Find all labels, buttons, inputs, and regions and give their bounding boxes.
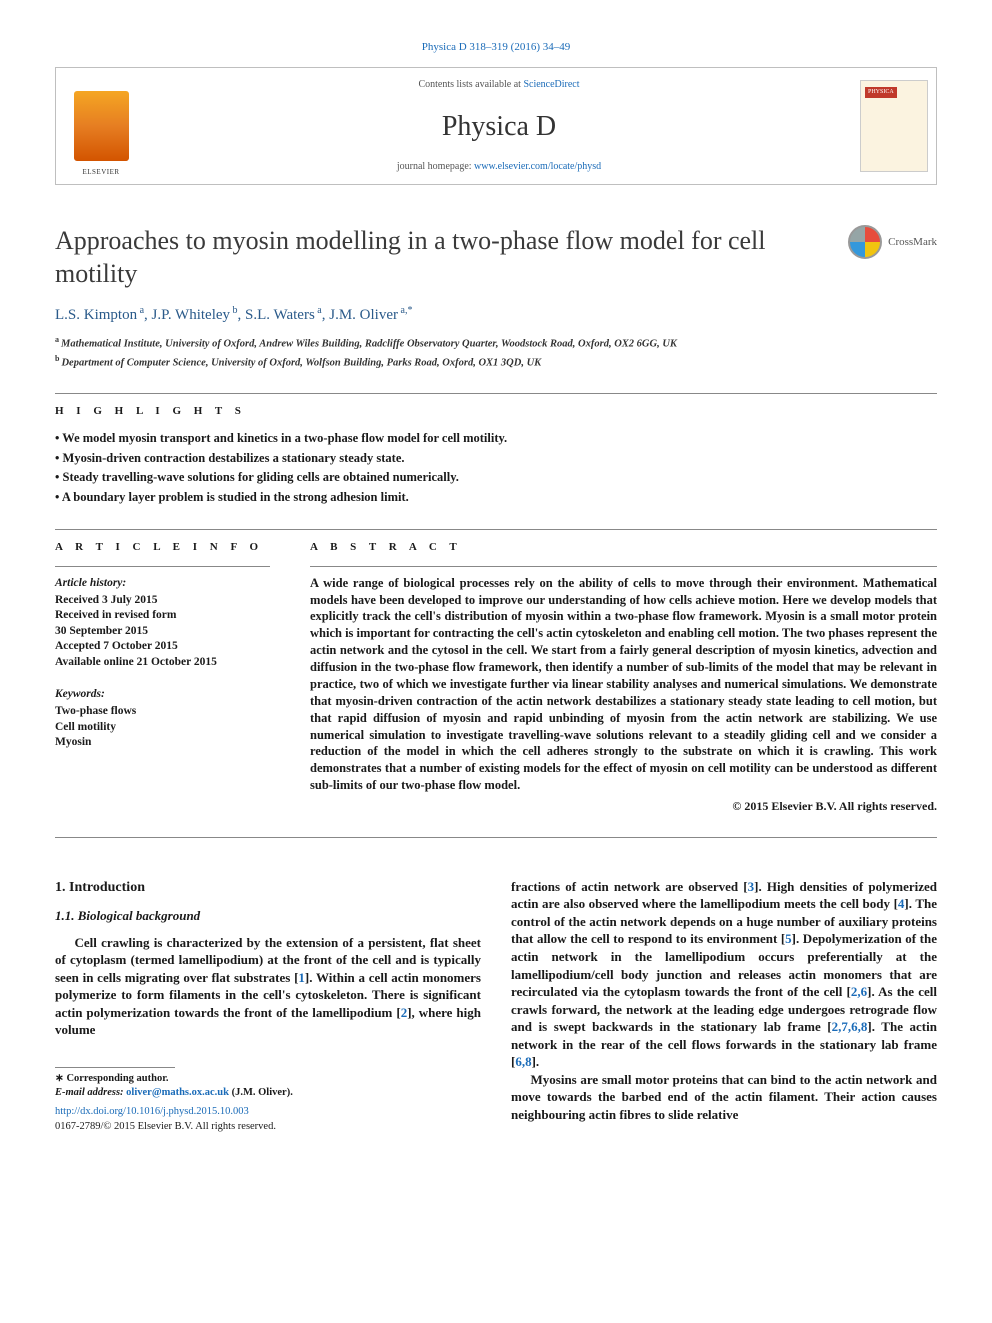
homepage-prefix: journal homepage: (397, 161, 474, 172)
corresponding-label: Corresponding author. (66, 1073, 168, 1084)
affiliations: a Mathematical Institute, University of … (55, 334, 937, 371)
body-paragraph: Myosins are small motor proteins that ca… (511, 1071, 937, 1124)
article-info-column: A R T I C L E I N F O Article history: R… (55, 540, 270, 815)
highlights-label: H I G H L I G H T S (55, 404, 937, 419)
crossmark-badge[interactable]: CrossMark (848, 225, 937, 259)
affiliation-line: a Mathematical Institute, University of … (55, 334, 937, 352)
homepage-link[interactable]: www.elsevier.com/locate/physd (474, 161, 601, 172)
contents-prefix: Contents lists available at (418, 79, 523, 90)
highlight-item: A boundary layer problem is studied in t… (55, 488, 937, 508)
doi-block: http://dx.doi.org/10.1016/j.physd.2015.1… (55, 1105, 481, 1134)
subsection-heading: 1.1. Biological background (55, 907, 481, 925)
elsevier-logo-icon (74, 91, 129, 161)
history-line: Received in revised form (55, 608, 270, 624)
history-line: Available online 21 October 2015 (55, 655, 270, 671)
sciencedirect-link[interactable]: ScienceDirect (523, 79, 579, 90)
history-heading: Article history: (55, 575, 270, 591)
history-line: Received 3 July 2015 (55, 593, 270, 609)
body-paragraph: Cell crawling is characterized by the ex… (55, 934, 481, 1039)
author-affiliation-sup: a,* (398, 305, 412, 316)
body-paragraph: fractions of actin network are observed … (511, 878, 937, 1071)
text-run: ]. (532, 1054, 540, 1069)
journal-citation: Physica D 318–319 (2016) 34–49 (55, 40, 937, 55)
highlights-section: H I G H L I G H T S We model myosin tran… (55, 404, 937, 507)
corresponding-author-footnote: ∗ Corresponding author. E-mail address: … (55, 1072, 481, 1099)
article-info-label: A R T I C L E I N F O (55, 540, 270, 555)
subsection-number: 1.1. (55, 908, 75, 923)
journal-name: Physica D (146, 107, 852, 146)
keyword-line: Cell motility (55, 720, 270, 736)
abstract-column: A B S T R A C T A wide range of biologic… (310, 540, 937, 815)
section-title: Introduction (69, 880, 145, 895)
author: S.L. Waters (245, 307, 315, 323)
section-heading: 1. Introduction (55, 878, 481, 898)
author-affiliation-sup: a (137, 305, 144, 316)
issn-line: 0167-2789/© 2015 Elsevier B.V. All right… (55, 1121, 276, 1132)
email-paren: (J.M. Oliver). (229, 1087, 293, 1098)
text-run: fractions of actin network are observed … (511, 879, 748, 894)
contents-line: Contents lists available at ScienceDirec… (146, 78, 852, 92)
publisher-logo (56, 68, 146, 184)
article-body: 1. Introduction 1.1. Biological backgrou… (55, 878, 937, 1135)
abstract-text: A wide range of biological processes rel… (310, 575, 937, 794)
citation-link[interactable]: 6,8 (515, 1054, 531, 1069)
divider (55, 837, 937, 838)
abstract-label: A B S T R A C T (310, 540, 937, 555)
section-number: 1. (55, 880, 66, 895)
divider (55, 566, 270, 567)
cover-image (860, 80, 928, 172)
keyword-line: Two-phase flows (55, 704, 270, 720)
highlights-list: We model myosin transport and kinetics i… (55, 429, 937, 507)
footnote-separator (55, 1067, 175, 1068)
subsection-title: Biological background (78, 908, 200, 923)
doi-link[interactable]: http://dx.doi.org/10.1016/j.physd.2015.1… (55, 1106, 249, 1117)
author: L.S. Kimpton (55, 307, 137, 323)
homepage-line: journal homepage: www.elsevier.com/locat… (146, 160, 852, 174)
email-link[interactable]: oliver@maths.ox.ac.uk (126, 1087, 229, 1098)
keyword-line: Myosin (55, 735, 270, 751)
history-line: 30 September 2015 (55, 624, 270, 640)
affiliation-line: b Department of Computer Science, Univer… (55, 353, 937, 371)
highlight-item: Myosin-driven contraction destabilizes a… (55, 449, 937, 469)
crossmark-label: CrossMark (888, 235, 937, 250)
author-list: L.S. Kimpton a, J.P. Whiteley b, S.L. Wa… (55, 304, 937, 326)
affiliation-sup: b (55, 354, 61, 363)
divider (55, 529, 937, 530)
journal-header: Contents lists available at ScienceDirec… (55, 67, 937, 185)
author: J.P. Whiteley (152, 307, 230, 323)
asterisk-icon: ∗ (55, 1073, 66, 1084)
highlight-item: We model myosin transport and kinetics i… (55, 429, 937, 449)
author-affiliation-sup: b (230, 305, 238, 316)
article-title: Approaches to myosin modelling in a two-… (55, 225, 828, 290)
citation-link[interactable]: 2,7,6,8 (832, 1019, 868, 1034)
divider (55, 393, 937, 394)
crossmark-icon (848, 225, 882, 259)
journal-cover-thumb (852, 68, 936, 184)
author-affiliation-sup: a (315, 305, 322, 316)
keyword-lines: Two-phase flowsCell motilityMyosin (55, 704, 270, 751)
divider (310, 566, 937, 567)
citation-link[interactable]: 2,6 (851, 984, 867, 999)
history-line: Accepted 7 October 2015 (55, 639, 270, 655)
abstract-copyright: © 2015 Elsevier B.V. All rights reserved… (310, 798, 937, 815)
history-lines: Received 3 July 2015Received in revised … (55, 593, 270, 671)
email-label: E-mail address: (55, 1087, 126, 1098)
highlight-item: Steady travelling-wave solutions for gli… (55, 468, 937, 488)
author: J.M. Oliver (329, 307, 398, 323)
keywords-heading: Keywords: (55, 686, 270, 702)
affiliation-sup: a (55, 335, 61, 344)
